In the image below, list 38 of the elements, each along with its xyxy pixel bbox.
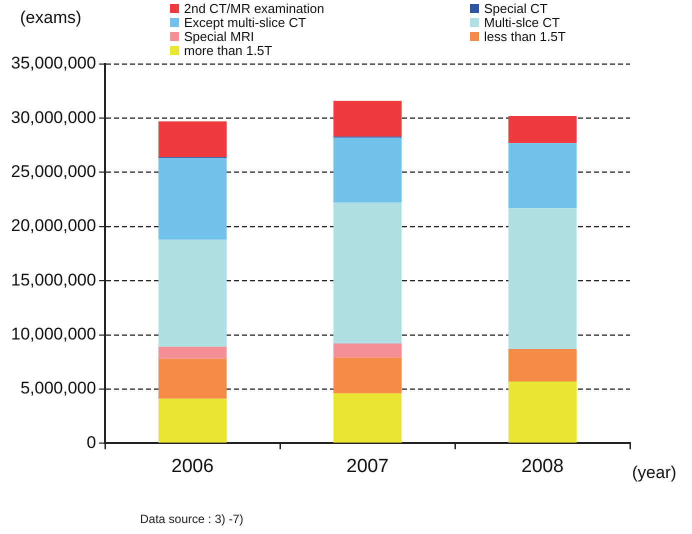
bar xyxy=(333,344,402,358)
bar xyxy=(508,208,577,349)
legend-label: Multi-slce CT xyxy=(484,15,560,30)
y-tick-label: 15,000,000 xyxy=(10,270,96,290)
x-tick-label: 2006 xyxy=(171,456,214,477)
legend-label: Special CT xyxy=(484,1,548,16)
bar xyxy=(508,348,577,382)
bar xyxy=(333,202,402,344)
bar xyxy=(158,398,227,443)
bar xyxy=(158,358,227,399)
y-tick-label: 10,000,000 xyxy=(10,324,96,344)
legend-label: less than 1.5T xyxy=(484,29,566,44)
bar xyxy=(508,116,577,144)
bar xyxy=(333,100,402,137)
bar xyxy=(508,381,577,443)
bar xyxy=(333,393,402,443)
bar xyxy=(158,158,227,240)
bar xyxy=(158,240,227,347)
bar xyxy=(158,346,227,359)
y-tick-label: 25,000,000 xyxy=(10,162,96,182)
legend-label: 2nd CT/MR examination xyxy=(184,1,324,16)
y-tick-label: 30,000,000 xyxy=(10,108,96,127)
source-note: Data source : 3) -7) xyxy=(140,512,244,526)
y-tick-label: 35,000,000 xyxy=(10,54,96,73)
bar xyxy=(508,143,577,208)
bar xyxy=(333,138,402,203)
y-tick-label: 5,000,000 xyxy=(20,378,96,398)
x-tick-label: 2007 xyxy=(346,456,389,477)
bar xyxy=(333,358,402,394)
legend-label: more than 1.5T xyxy=(184,43,272,58)
x-tick-label: 2008 xyxy=(521,456,564,477)
bar xyxy=(158,121,227,158)
y-tick-label: 0 xyxy=(86,432,96,452)
legend-label: Special MRI xyxy=(184,29,254,44)
y-axis-title: (exams) xyxy=(20,8,82,28)
x-axis-title: (year) xyxy=(632,463,676,484)
y-tick-label: 20,000,000 xyxy=(10,216,96,236)
legend-label: Except multi-slice CT xyxy=(184,15,306,30)
